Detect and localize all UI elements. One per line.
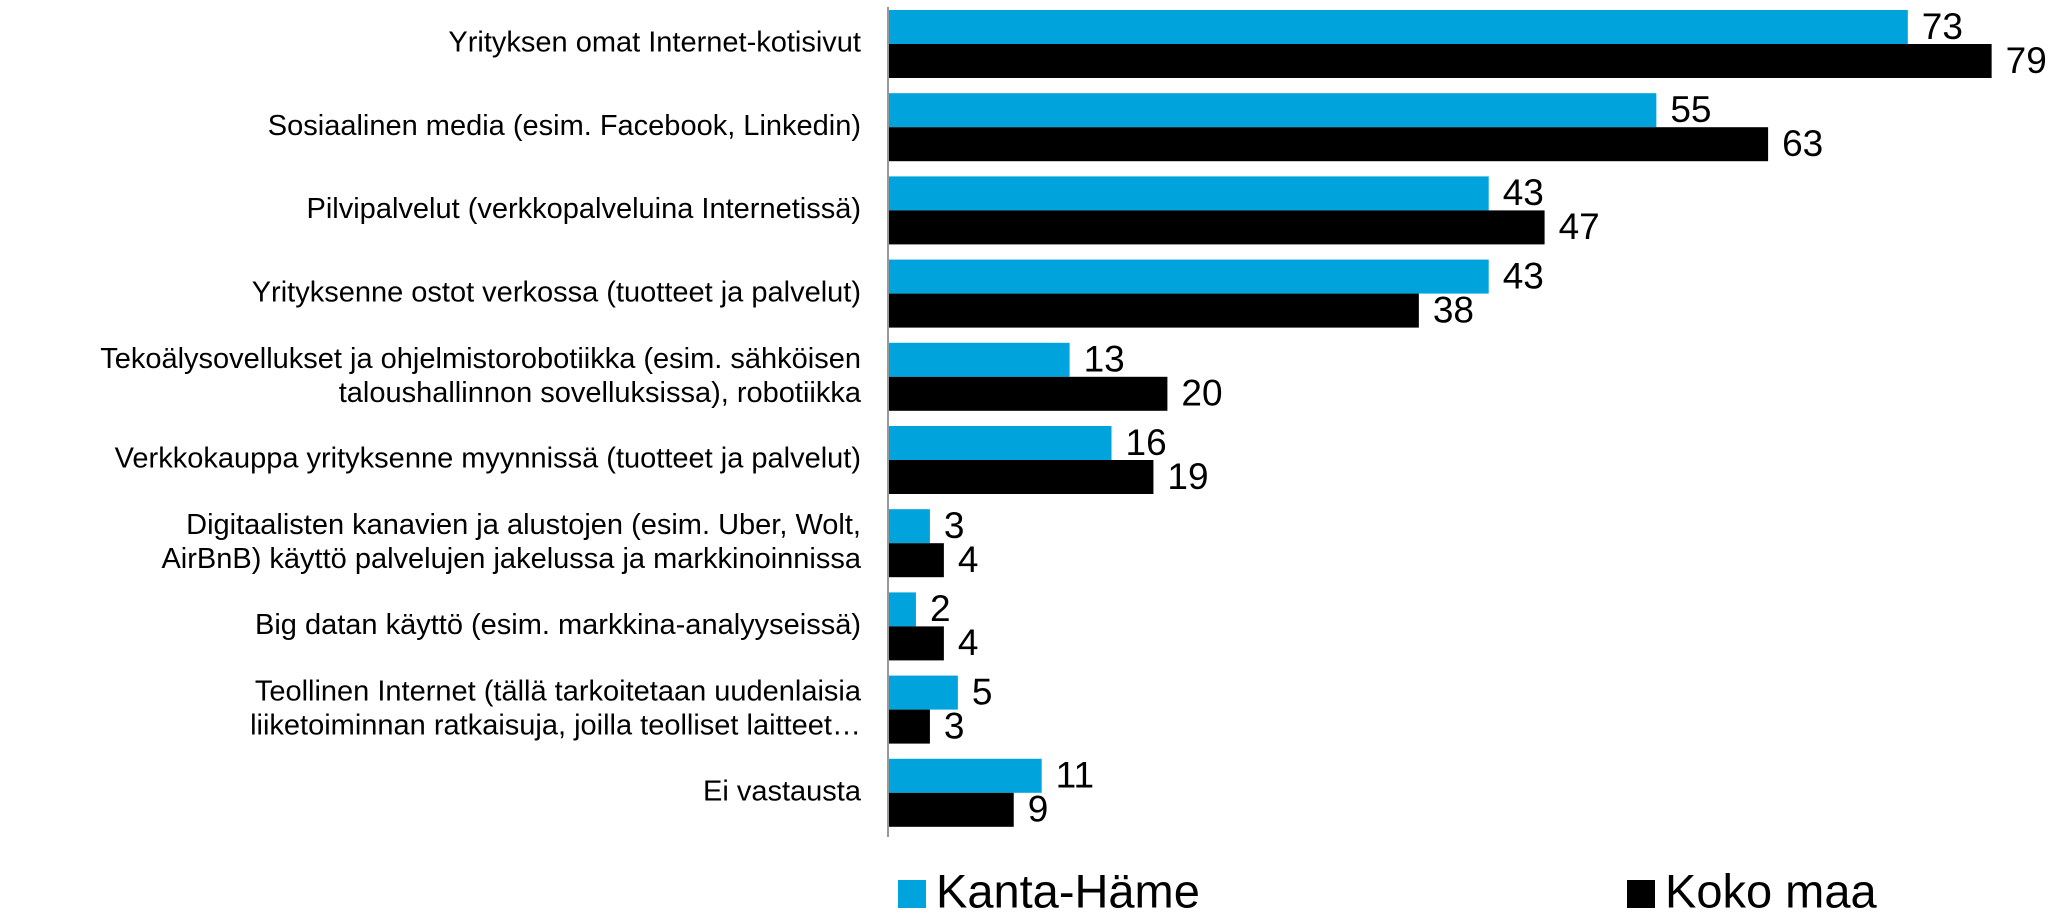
legend-label: Kanta-Häme bbox=[936, 864, 1200, 915]
value-label: 79 bbox=[2006, 40, 2047, 81]
bar bbox=[888, 543, 944, 578]
bar bbox=[888, 44, 1992, 78]
category-label: Ei vastausta bbox=[703, 775, 862, 807]
value-label: 47 bbox=[1559, 206, 1600, 247]
value-label: 43 bbox=[1503, 172, 1544, 213]
value-label: 19 bbox=[1167, 456, 1208, 497]
category-label: Big datan käyttö (esim. markkina-analyys… bbox=[255, 609, 861, 641]
category-label: Pilvipalvelut (verkkopalveluina Internet… bbox=[307, 193, 861, 225]
value-label: 16 bbox=[1126, 422, 1167, 463]
category-label-line: Tekoälysovellukset ja ohjelmistorobotiik… bbox=[100, 342, 861, 374]
bar bbox=[888, 675, 958, 710]
bar bbox=[888, 509, 930, 544]
value-label: 3 bbox=[944, 505, 965, 546]
legend-swatch bbox=[898, 880, 926, 908]
bar bbox=[888, 342, 1070, 377]
value-label: 9 bbox=[1028, 789, 1049, 830]
category-label-line: liiketoiminnan ratkaisuja, joilla teolli… bbox=[250, 709, 861, 741]
category-label-line: Digitaalisten kanavien ja alustojen (esi… bbox=[186, 509, 861, 541]
value-label: 73 bbox=[1922, 6, 1963, 47]
category-label-line: AirBnB) käyttö palvelujen jakelussa ja m… bbox=[161, 543, 861, 575]
category-label: Sosiaalinen media (esim. Facebook, Linke… bbox=[268, 110, 861, 142]
category-label: Teollinen Internet (tällä tarkoitetaan u… bbox=[250, 675, 862, 741]
category-label: Tekoälysovellukset ja ohjelmistorobotiik… bbox=[100, 342, 862, 408]
value-label: 3 bbox=[944, 705, 965, 746]
bar bbox=[888, 127, 1769, 162]
value-label: 13 bbox=[1084, 339, 1125, 380]
bar bbox=[888, 210, 1545, 245]
bar bbox=[888, 259, 1489, 294]
category-label: Yrityksen omat Internet-kotisivut bbox=[448, 27, 861, 59]
bar bbox=[888, 626, 944, 661]
bar bbox=[888, 460, 1154, 494]
value-label: 63 bbox=[1782, 123, 1823, 164]
bar bbox=[888, 792, 1014, 827]
bar bbox=[888, 758, 1042, 793]
bar bbox=[888, 426, 1112, 460]
bar bbox=[888, 176, 1489, 211]
value-label: 38 bbox=[1433, 289, 1474, 330]
category-label: Yrityksenne ostot verkossa (tuotteet ja … bbox=[252, 276, 861, 308]
category-label: Digitaalisten kanavien ja alustojen (esi… bbox=[161, 509, 861, 575]
value-label: 4 bbox=[958, 539, 979, 580]
value-label: 4 bbox=[958, 622, 979, 663]
value-label: 55 bbox=[1670, 89, 1711, 130]
category-label: Verkkokauppa yrityksenne myynnissä (tuot… bbox=[115, 443, 861, 475]
category-label-line: taloushallinnon sovelluksissa), robotiik… bbox=[339, 376, 862, 408]
category-label-line: Teollinen Internet (tällä tarkoitetaan u… bbox=[255, 675, 862, 707]
bar bbox=[888, 709, 930, 744]
value-label: 11 bbox=[1056, 755, 1094, 796]
legend-swatch bbox=[1627, 880, 1655, 908]
bar bbox=[888, 376, 1168, 411]
legend-label: Koko maa bbox=[1665, 864, 1877, 915]
value-label: 43 bbox=[1503, 255, 1544, 296]
value-label: 2 bbox=[930, 588, 951, 629]
bar bbox=[888, 592, 916, 627]
value-label: 5 bbox=[972, 671, 993, 712]
value-label: 20 bbox=[1181, 373, 1222, 414]
bar bbox=[888, 293, 1419, 328]
bar bbox=[888, 93, 1657, 128]
bar bbox=[888, 10, 1908, 44]
